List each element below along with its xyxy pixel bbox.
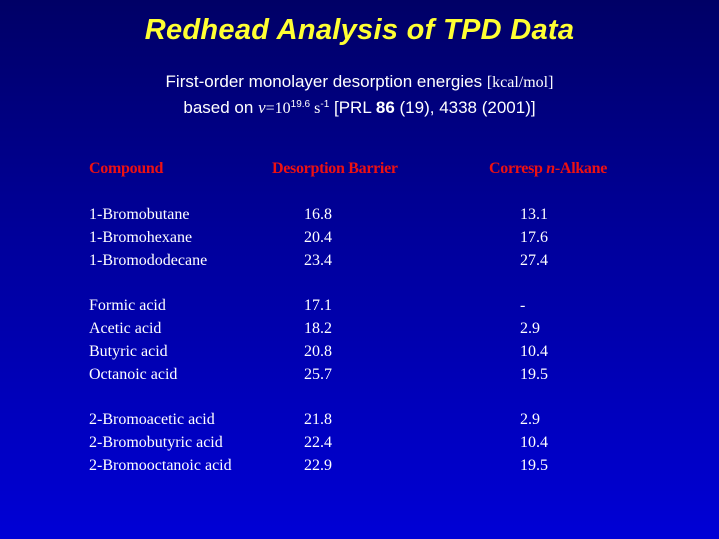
table-row-alkane: 17.6 [520,229,548,246]
units-label: [kcal/mol] [486,74,554,91]
table-row-alkane: 2.9 [520,411,540,428]
table-row-compound: 2-Bromoacetic acid [89,411,215,428]
table-row-barrier: 17.1 [304,297,332,314]
header-alkane-suffix: -Alkane [554,160,608,177]
header-desorption-barrier: Desorption Barrier [272,160,398,177]
table-row-barrier: 21.8 [304,411,332,428]
table-row-alkane: - [520,297,526,314]
table-row-barrier: 23.4 [304,252,332,269]
table-row-barrier: 20.4 [304,229,332,246]
nu-symbol: ν [258,98,266,117]
table-row-barrier: 18.2 [304,320,332,337]
table-row-barrier: 20.8 [304,343,332,360]
prefactor-exponent: 19.6 [290,99,311,110]
slide-title: Redhead Analysis of TPD Data [144,14,575,46]
reference-volume: 86 [375,98,395,117]
header-alkane-n: n [546,160,555,177]
table-row-compound: Acetic acid [89,320,162,337]
header-alkane-prefix: Corresp [489,160,547,177]
table-row-alkane: 13.1 [520,206,548,223]
table-row-alkane: 10.4 [520,434,548,451]
subtitle-text: First-order monolayer desorption energie… [165,72,487,91]
reference-open: [PRL [329,98,376,117]
table-row-barrier: 25.7 [304,366,332,383]
table-row-barrier: 16.8 [304,206,332,223]
table-row-alkane: 27.4 [520,252,548,269]
prefactor-base: =10 [265,100,291,117]
table-row-barrier: 22.9 [304,457,332,474]
table-row-compound: Octanoic acid [89,366,178,383]
table-row-alkane: 19.5 [520,457,548,474]
table-row-alkane: 2.9 [520,320,540,337]
table-row-compound: 1-Bromohexane [89,229,193,246]
table-row-compound: 1-Bromobutane [89,206,190,223]
table-row-compound: Butyric acid [89,343,168,360]
subtitle-line-1: First-order monolayer desorption energie… [0,72,719,92]
header-compound: Compound [89,160,164,177]
table-row-alkane: 10.4 [520,343,548,360]
unit-seconds: s [310,100,321,117]
table-row-compound: 1-Bromododecane [89,252,208,269]
table-row-alkane: 19.5 [520,366,548,383]
table-row-barrier: 22.4 [304,434,332,451]
table-row-compound: Formic acid [89,297,166,314]
unit-exponent: -1 [320,99,330,110]
header-corresp-alkane: Corresp n-Alkane [489,160,607,178]
reference-rest: (19), 4338 (2001)] [394,98,536,117]
subtitle-line-2: based on ν=1019.6 s-1 [PRL 86 (19), 4338… [0,98,719,118]
table-row-compound: 2-Bromooctanoic acid [89,457,232,474]
table-row-compound: 2-Bromobutyric acid [89,434,223,451]
based-on-text: based on [183,98,259,117]
